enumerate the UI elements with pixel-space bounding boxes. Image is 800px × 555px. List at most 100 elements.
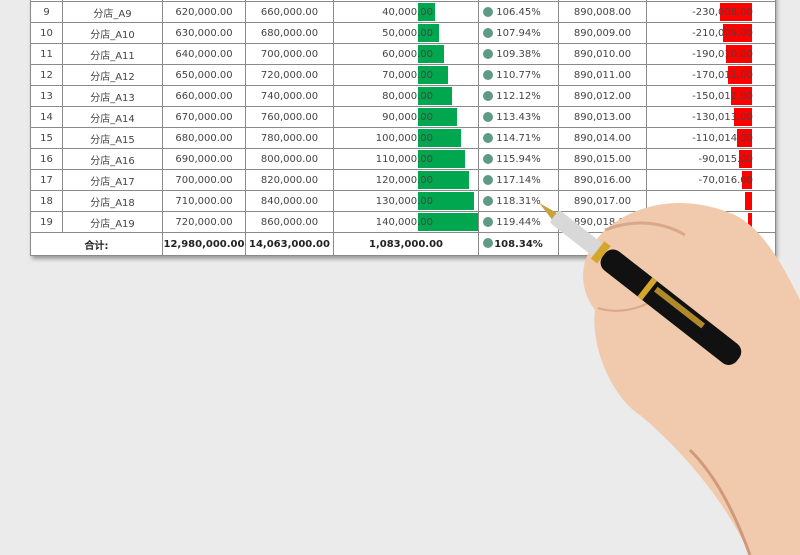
ref-cell[interactable]: 890,009.00: [558, 22, 647, 44]
store-name[interactable]: 分店_A16: [62, 148, 163, 170]
status-dot-icon: [483, 7, 493, 17]
row-number[interactable]: 13: [30, 85, 63, 107]
gap-cell[interactable]: 90,000.00: [333, 106, 479, 128]
gap-cell[interactable]: 130,000.00: [333, 190, 479, 212]
table-row: 13 分店_A13 660,000.00 740,000.00 80,000.00 112…: [30, 85, 776, 107]
store-name[interactable]: 分店_A9: [62, 1, 163, 23]
rate-cell[interactable]: 117.14%: [478, 169, 559, 191]
hand-holding-pen-image: [539, 202, 800, 555]
diff-cell[interactable]: -70,016.00: [646, 169, 776, 191]
ref-cell[interactable]: 890,014.00: [558, 127, 647, 149]
gap-cell[interactable]: 120,000.00: [333, 169, 479, 191]
diff-text: -210,009.00: [692, 27, 753, 39]
rate-cell[interactable]: 113.43%: [478, 106, 559, 128]
row-number[interactable]: 16: [30, 148, 63, 170]
rate-cell[interactable]: 109.38%: [478, 43, 559, 65]
total-rate[interactable]: 108.34%: [478, 232, 559, 256]
row-number[interactable]: 12: [30, 64, 63, 86]
row-number[interactable]: 9: [30, 1, 63, 23]
actual-cell[interactable]: 740,000.00: [245, 85, 334, 107]
target-cell[interactable]: 670,000.00: [162, 106, 246, 128]
actual-cell[interactable]: 760,000.00: [245, 106, 334, 128]
gap-cell[interactable]: 70,000.00: [333, 64, 479, 86]
actual-cell[interactable]: 680,000.00: [245, 22, 334, 44]
rate-cell[interactable]: 114.71%: [478, 127, 559, 149]
gap-cell[interactable]: 80,000.00: [333, 85, 479, 107]
gap-cell[interactable]: 110,000.00: [333, 148, 479, 170]
target-cell[interactable]: 710,000.00: [162, 190, 246, 212]
gap-text: 110,000.00: [375, 153, 433, 165]
target-cell[interactable]: 640,000.00: [162, 43, 246, 65]
row-number[interactable]: 18: [30, 190, 63, 212]
gap-cell[interactable]: 60,000.00: [333, 43, 479, 65]
row-number[interactable]: 19: [30, 211, 63, 233]
store-name[interactable]: 分店_A17: [62, 169, 163, 191]
actual-cell[interactable]: 720,000.00: [245, 64, 334, 86]
total-gap[interactable]: 1,083,000.00: [333, 232, 479, 256]
store-name[interactable]: 分店_A15: [62, 127, 163, 149]
total-actual[interactable]: 14,063,000.00: [245, 232, 334, 256]
row-number[interactable]: 14: [30, 106, 63, 128]
row-number[interactable]: 11: [30, 43, 63, 65]
diff-text: -110,014.00: [692, 132, 753, 144]
ref-cell[interactable]: 890,012.00: [558, 85, 647, 107]
row-number[interactable]: 10: [30, 22, 63, 44]
ref-cell[interactable]: 890,016.00: [558, 169, 647, 191]
store-name[interactable]: 分店_A12: [62, 64, 163, 86]
diff-cell[interactable]: -190,010.00: [646, 43, 776, 65]
diff-cell[interactable]: -110,014.00: [646, 127, 776, 149]
rate-cell[interactable]: 106.45%: [478, 1, 559, 23]
ref-cell[interactable]: 890,013.00: [558, 106, 647, 128]
store-name[interactable]: 分店_A14: [62, 106, 163, 128]
diff-cell[interactable]: -170,011.00: [646, 64, 776, 86]
target-cell[interactable]: 650,000.00: [162, 64, 246, 86]
target-cell[interactable]: 630,000.00: [162, 22, 246, 44]
ref-cell[interactable]: 890,010.00: [558, 43, 647, 65]
gap-cell[interactable]: 140,000.00: [333, 211, 479, 233]
target-cell[interactable]: 690,000.00: [162, 148, 246, 170]
diff-cell[interactable]: -230,008.00: [646, 1, 776, 23]
table-row: 16 分店_A16 690,000.00 800,000.00 110,000.00 11…: [30, 148, 776, 170]
rate-text: 113.43%: [496, 111, 541, 123]
diff-cell[interactable]: -90,015.00: [646, 148, 776, 170]
store-name[interactable]: 分店_A13: [62, 85, 163, 107]
row-number[interactable]: 17: [30, 169, 63, 191]
target-cell[interactable]: 680,000.00: [162, 127, 246, 149]
rate-cell[interactable]: 110.77%: [478, 64, 559, 86]
status-dot-icon: [483, 175, 493, 185]
store-name[interactable]: 分店_A18: [62, 190, 163, 212]
diff-cell[interactable]: -210,009.00: [646, 22, 776, 44]
total-target[interactable]: 12,980,000.00: [162, 232, 246, 256]
ref-cell[interactable]: 890,015.00: [558, 148, 647, 170]
ref-cell[interactable]: 890,008.00: [558, 1, 647, 23]
rate-cell[interactable]: 107.94%: [478, 22, 559, 44]
store-name[interactable]: 分店_A11: [62, 43, 163, 65]
target-cell[interactable]: 700,000.00: [162, 169, 246, 191]
row-number[interactable]: 15: [30, 127, 63, 149]
gap-cell[interactable]: 40,000.00: [333, 1, 479, 23]
gap-cell[interactable]: 100,000.00: [333, 127, 479, 149]
rate-cell[interactable]: 112.12%: [478, 85, 559, 107]
gap-text: 50,000.00: [382, 27, 433, 39]
store-name[interactable]: 分店_A19: [62, 211, 163, 233]
target-cell[interactable]: 660,000.00: [162, 85, 246, 107]
actual-cell[interactable]: 660,000.00: [245, 1, 334, 23]
actual-cell[interactable]: 700,000.00: [245, 43, 334, 65]
actual-cell[interactable]: 780,000.00: [245, 127, 334, 149]
diff-text: -170,011.00: [692, 69, 753, 81]
actual-cell[interactable]: 840,000.00: [245, 190, 334, 212]
diff-cell[interactable]: -150,012.00: [646, 85, 776, 107]
actual-cell[interactable]: 820,000.00: [245, 169, 334, 191]
actual-cell[interactable]: 800,000.00: [245, 148, 334, 170]
target-cell[interactable]: 720,000.00: [162, 211, 246, 233]
target-cell[interactable]: 620,000.00: [162, 1, 246, 23]
gap-text: 60,000.00: [382, 48, 433, 60]
rate-cell[interactable]: 115.94%: [478, 148, 559, 170]
diff-cell[interactable]: -130,013.00: [646, 106, 776, 128]
store-name[interactable]: 分店_A10: [62, 22, 163, 44]
diff-text: -70,016.00: [698, 174, 753, 186]
gap-cell[interactable]: 50,000.00: [333, 22, 479, 44]
rate-cell[interactable]: 119.44%: [478, 211, 559, 233]
ref-cell[interactable]: 890,011.00: [558, 64, 647, 86]
actual-cell[interactable]: 860,000.00: [245, 211, 334, 233]
